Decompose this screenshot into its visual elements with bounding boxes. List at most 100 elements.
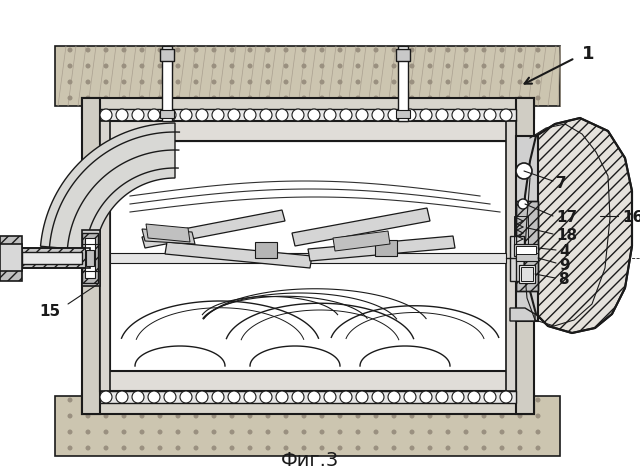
Bar: [82, 98, 534, 118]
Circle shape: [284, 397, 289, 403]
Circle shape: [248, 397, 253, 403]
Circle shape: [211, 446, 216, 450]
Circle shape: [67, 79, 72, 85]
Circle shape: [100, 391, 112, 403]
Circle shape: [356, 109, 368, 121]
Bar: [162, 46, 172, 121]
Circle shape: [193, 79, 198, 85]
Circle shape: [67, 446, 72, 450]
Circle shape: [355, 446, 360, 450]
Circle shape: [193, 446, 198, 450]
Circle shape: [157, 397, 163, 403]
Circle shape: [157, 446, 163, 450]
Circle shape: [500, 109, 512, 121]
Circle shape: [180, 391, 192, 403]
Circle shape: [324, 109, 336, 121]
Circle shape: [122, 79, 127, 85]
Circle shape: [157, 48, 163, 52]
Circle shape: [122, 446, 127, 450]
Circle shape: [374, 446, 378, 450]
Circle shape: [499, 79, 504, 85]
Circle shape: [319, 397, 324, 403]
Polygon shape: [142, 210, 285, 248]
Bar: [510, 236, 524, 281]
Circle shape: [536, 397, 541, 403]
Circle shape: [337, 446, 342, 450]
Circle shape: [340, 391, 352, 403]
Circle shape: [452, 109, 464, 121]
Bar: [516, 246, 536, 254]
Circle shape: [518, 96, 522, 100]
Circle shape: [518, 79, 522, 85]
Circle shape: [193, 48, 198, 52]
Bar: [82, 98, 100, 414]
Circle shape: [67, 414, 72, 418]
Circle shape: [481, 414, 486, 418]
Circle shape: [410, 48, 415, 52]
Circle shape: [196, 391, 208, 403]
Circle shape: [392, 96, 397, 100]
Circle shape: [388, 391, 400, 403]
Circle shape: [392, 414, 397, 418]
Circle shape: [374, 48, 378, 52]
Circle shape: [228, 391, 240, 403]
Bar: [521, 267, 533, 281]
Bar: [82, 233, 98, 283]
Circle shape: [404, 109, 416, 121]
Circle shape: [518, 63, 522, 69]
Circle shape: [355, 48, 360, 52]
Circle shape: [266, 96, 271, 100]
Circle shape: [122, 96, 127, 100]
Polygon shape: [308, 236, 455, 261]
Circle shape: [319, 414, 324, 418]
Bar: [396, 110, 410, 118]
Circle shape: [140, 397, 145, 403]
Circle shape: [445, 397, 451, 403]
Circle shape: [484, 391, 496, 403]
Circle shape: [445, 96, 451, 100]
Text: 16: 16: [622, 210, 640, 226]
Bar: [375, 240, 397, 256]
Circle shape: [301, 79, 307, 85]
Circle shape: [292, 109, 304, 121]
Circle shape: [468, 391, 480, 403]
Circle shape: [266, 429, 271, 435]
Circle shape: [248, 48, 253, 52]
Bar: [100, 371, 516, 391]
Circle shape: [355, 397, 360, 403]
Circle shape: [116, 109, 128, 121]
Circle shape: [86, 446, 90, 450]
Circle shape: [301, 96, 307, 100]
Circle shape: [248, 429, 253, 435]
Circle shape: [420, 109, 432, 121]
Circle shape: [428, 63, 433, 69]
Circle shape: [175, 414, 180, 418]
Bar: [516, 136, 538, 321]
Circle shape: [410, 429, 415, 435]
Circle shape: [122, 414, 127, 418]
Circle shape: [266, 63, 271, 69]
Circle shape: [536, 429, 541, 435]
Circle shape: [175, 63, 180, 69]
Circle shape: [410, 414, 415, 418]
Circle shape: [337, 48, 342, 52]
Circle shape: [410, 79, 415, 85]
Circle shape: [518, 429, 522, 435]
Circle shape: [301, 397, 307, 403]
Circle shape: [445, 414, 451, 418]
Circle shape: [374, 96, 378, 100]
Circle shape: [211, 79, 216, 85]
Circle shape: [499, 397, 504, 403]
Circle shape: [463, 63, 468, 69]
Circle shape: [536, 446, 541, 450]
Circle shape: [445, 63, 451, 69]
Circle shape: [499, 429, 504, 435]
Bar: [110, 141, 506, 371]
Circle shape: [230, 63, 234, 69]
Circle shape: [248, 63, 253, 69]
Circle shape: [499, 63, 504, 69]
Text: Фиг.3: Фиг.3: [281, 451, 339, 470]
Circle shape: [211, 63, 216, 69]
Bar: [0, 248, 90, 268]
Circle shape: [301, 48, 307, 52]
